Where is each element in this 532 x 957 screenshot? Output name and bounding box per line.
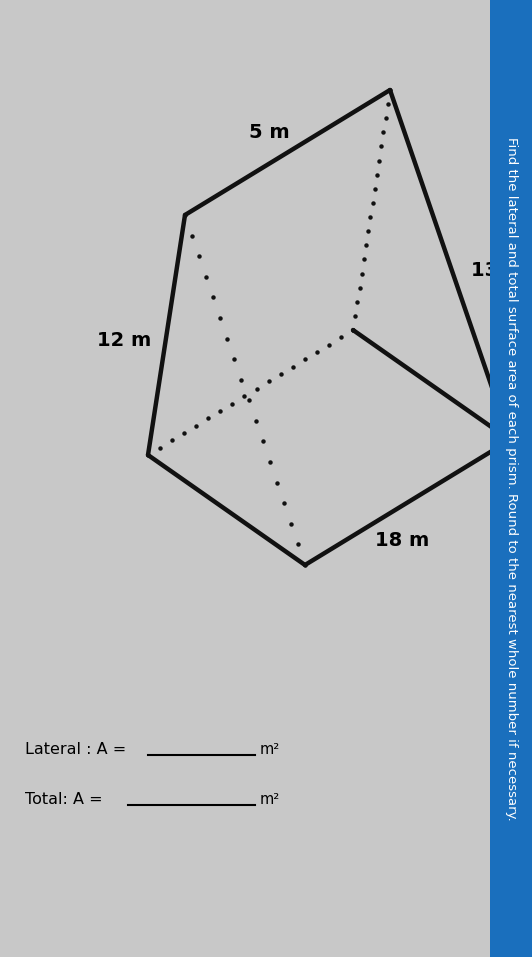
- Text: Lateral : A =: Lateral : A =: [25, 743, 131, 758]
- Text: 5 m: 5 m: [249, 123, 290, 142]
- Text: Find the lateral and total surface area of each prism. Round to the nearest whol: Find the lateral and total surface area …: [504, 137, 518, 820]
- Text: Total: A =: Total: A =: [25, 792, 108, 808]
- Bar: [490, 0, 532, 957]
- Text: 13 m: 13 m: [471, 260, 525, 279]
- Text: 12 m: 12 m: [97, 330, 152, 349]
- Text: m²: m²: [260, 743, 280, 758]
- Text: m²: m²: [260, 792, 280, 808]
- Text: 18 m: 18 m: [376, 531, 430, 550]
